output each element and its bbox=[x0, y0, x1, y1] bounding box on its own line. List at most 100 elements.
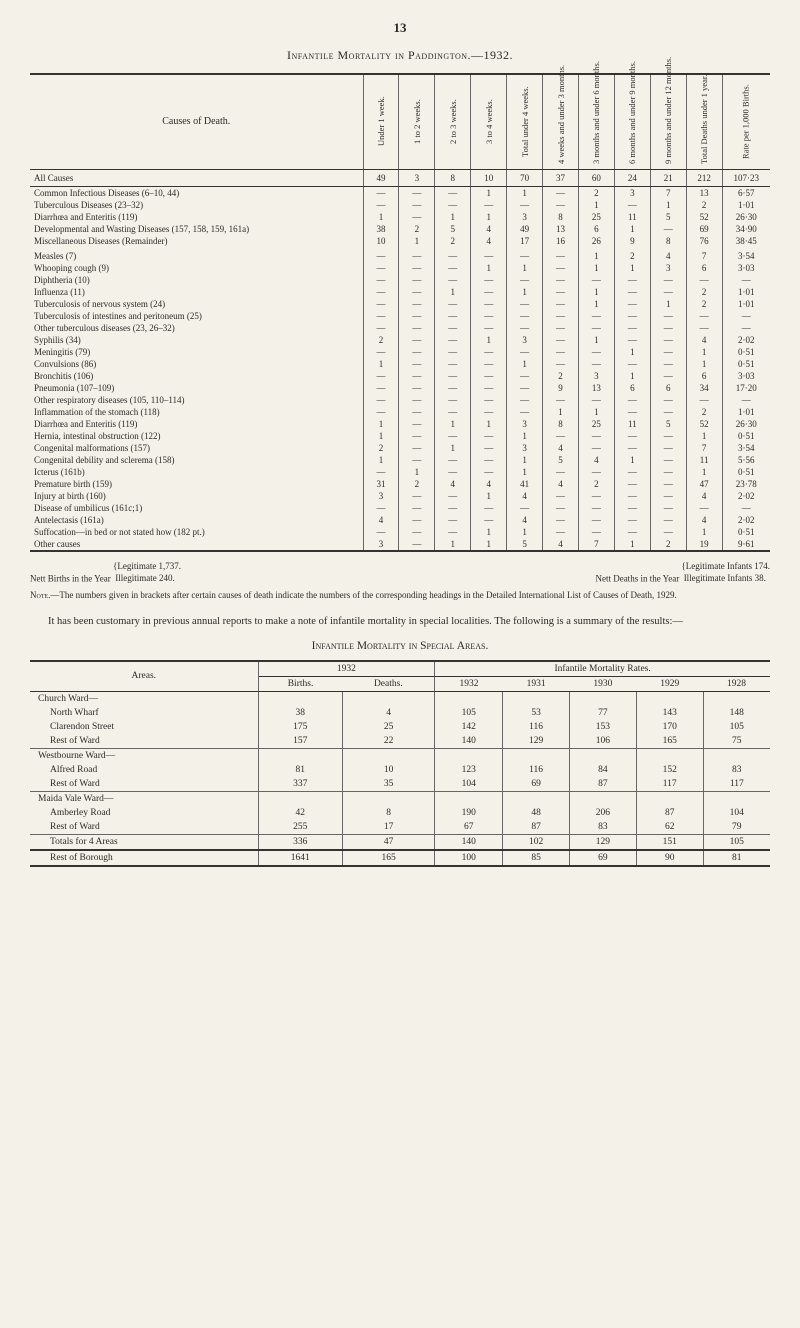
cell: 67 bbox=[435, 820, 503, 835]
cell: — bbox=[363, 502, 399, 514]
cell: — bbox=[363, 286, 399, 298]
table-row: Rest of Ward1572214012910616575 bbox=[30, 734, 770, 749]
cell: 1 bbox=[686, 526, 722, 538]
table-row: Clarendon Street17525142116153170105 bbox=[30, 720, 770, 734]
cell: 47 bbox=[342, 834, 434, 850]
cell: 90 bbox=[636, 850, 703, 866]
cell: — bbox=[614, 322, 650, 334]
cell: 105 bbox=[703, 720, 770, 734]
cell: 3·03 bbox=[722, 262, 770, 274]
cell: 62 bbox=[636, 820, 703, 835]
note-label: Note.— bbox=[30, 590, 59, 600]
cell: 1 bbox=[435, 538, 471, 551]
cell: 212 bbox=[686, 169, 722, 186]
cell: — bbox=[543, 490, 579, 502]
cell: 47 bbox=[686, 478, 722, 490]
cell: 129 bbox=[570, 834, 637, 850]
cell: 116 bbox=[503, 720, 570, 734]
cell bbox=[703, 791, 770, 806]
cell: — bbox=[614, 199, 650, 211]
cell: 13 bbox=[578, 382, 614, 394]
ward-header-row: Maida Vale Ward— bbox=[30, 791, 770, 806]
cell: — bbox=[363, 406, 399, 418]
totals-label: Rest of Borough bbox=[30, 850, 258, 866]
cell: — bbox=[614, 334, 650, 346]
cell: — bbox=[435, 199, 471, 211]
cell: — bbox=[722, 310, 770, 322]
cell: 1 bbox=[363, 358, 399, 370]
cell: — bbox=[399, 334, 435, 346]
cell: 49 bbox=[507, 223, 543, 235]
cell: 0·51 bbox=[722, 358, 770, 370]
cell: 2 bbox=[399, 223, 435, 235]
cell: — bbox=[614, 490, 650, 502]
ward-label: Westbourne Ward— bbox=[30, 748, 258, 763]
cell: 165 bbox=[636, 734, 703, 749]
cell: — bbox=[435, 526, 471, 538]
cell: 3 bbox=[507, 418, 543, 430]
cell: 1 bbox=[578, 286, 614, 298]
cell: — bbox=[543, 186, 579, 199]
cell: 151 bbox=[636, 834, 703, 850]
note-text: The numbers given in brackets after cert… bbox=[59, 590, 676, 600]
table-row: Icterus (161b)—1——1————10·51 bbox=[30, 466, 770, 478]
cell: — bbox=[435, 382, 471, 394]
cell: — bbox=[543, 247, 579, 262]
cell: 5 bbox=[507, 538, 543, 551]
cell: 2 bbox=[578, 478, 614, 490]
cause-label: Hernia, intestinal obstruction (122) bbox=[30, 430, 363, 442]
totals-label: Totals for 4 Areas bbox=[30, 834, 258, 850]
cell: — bbox=[399, 538, 435, 551]
cell: 1 bbox=[471, 538, 507, 551]
cell: — bbox=[507, 406, 543, 418]
cell: 1 bbox=[435, 211, 471, 223]
area-label: Alfred Road bbox=[30, 763, 258, 777]
cell: — bbox=[399, 490, 435, 502]
cell: — bbox=[650, 526, 686, 538]
table-row: Pneumonia (107–109)—————913663417·20 bbox=[30, 382, 770, 394]
cell: 6 bbox=[578, 223, 614, 235]
cell: — bbox=[471, 358, 507, 370]
cell: — bbox=[578, 526, 614, 538]
cell: 7 bbox=[686, 442, 722, 454]
col-total-4wk: Total under 4 weeks. bbox=[507, 74, 543, 169]
cell: 26·30 bbox=[722, 418, 770, 430]
cell: 2 bbox=[614, 247, 650, 262]
sub-1930: 1930 bbox=[570, 676, 637, 691]
cell: 1 bbox=[507, 526, 543, 538]
cause-label: Tuberculosis of nervous system (24) bbox=[30, 298, 363, 310]
cause-label: Icterus (161b) bbox=[30, 466, 363, 478]
cell: 4 bbox=[471, 235, 507, 247]
nett-deaths-label: Nett Deaths in the Year bbox=[595, 573, 679, 583]
col-6-9mo: 6 months and under 9 months. bbox=[614, 74, 650, 169]
cell: 87 bbox=[636, 806, 703, 820]
cell: — bbox=[435, 430, 471, 442]
sub-title: Infantile Mortality in Special Areas. bbox=[30, 640, 770, 652]
cell: — bbox=[471, 286, 507, 298]
table-row: Rest of Ward337351046987117117 bbox=[30, 777, 770, 792]
cell: — bbox=[399, 430, 435, 442]
cell: — bbox=[543, 199, 579, 211]
cell: 106 bbox=[570, 734, 637, 749]
cell: 70 bbox=[507, 169, 543, 186]
cell: 4 bbox=[435, 478, 471, 490]
cell: — bbox=[650, 274, 686, 286]
table-row: Common Infectious Diseases (6–10, 44)———… bbox=[30, 186, 770, 199]
cell: 17 bbox=[507, 235, 543, 247]
cell: 1 bbox=[507, 286, 543, 298]
cell: — bbox=[507, 322, 543, 334]
table-row: Premature birth (159)312444142——4723·78 bbox=[30, 478, 770, 490]
cell: 1 bbox=[471, 211, 507, 223]
cell: 2 bbox=[686, 199, 722, 211]
sub-1932: 1932 bbox=[435, 676, 503, 691]
cell: 3 bbox=[507, 211, 543, 223]
cause-label: Influenza (11) bbox=[30, 286, 363, 298]
cell: 190 bbox=[435, 806, 503, 820]
footnotes: Nett Births in the Year {Legitimate 1,73… bbox=[30, 560, 770, 602]
col-rate: Rate per 1,000 Births. bbox=[722, 74, 770, 169]
cell: 34·90 bbox=[722, 223, 770, 235]
area-label: Rest of Ward bbox=[30, 777, 258, 792]
cause-label: All Causes bbox=[30, 169, 363, 186]
cell: 337 bbox=[258, 777, 342, 792]
table-row: Injury at birth (160)3——14————42·02 bbox=[30, 490, 770, 502]
